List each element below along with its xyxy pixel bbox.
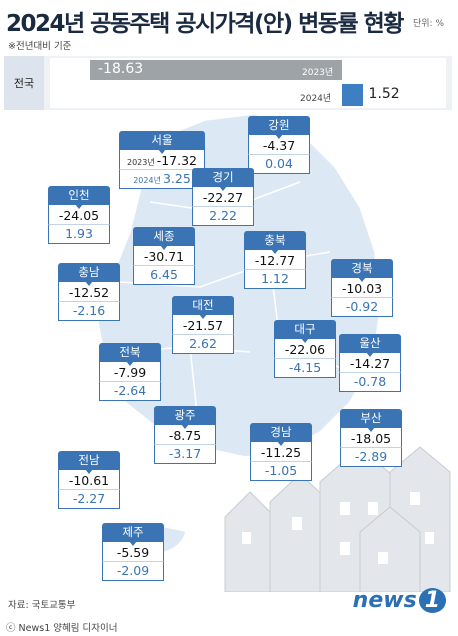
region-card-jeonbuk: 전북 -7.99 -2.64 (99, 343, 161, 401)
region-name: 전북 (99, 343, 161, 366)
value-2023: -14.27 (339, 352, 401, 372)
region-card-jeonnam: 전남 -10.61 -2.27 (58, 451, 120, 509)
value-2024: -4.15 (274, 358, 336, 378)
value-2024: 6.45 (133, 265, 195, 285)
value-2023: -8.75 (154, 424, 216, 444)
value-2024: -2.27 (58, 489, 120, 509)
region-card-chungnam: 충남 -12.52 -2.16 (58, 263, 120, 321)
year-2024-label: 2024년 (133, 176, 161, 185)
region-card-busan: 부산 -18.05 -2.89 (340, 409, 402, 467)
region-card-jeju: 제주 -5.59 -2.09 (102, 523, 164, 581)
region-name: 충남 (58, 263, 120, 286)
value-2024: -0.92 (331, 297, 393, 317)
logo-word: news (352, 588, 417, 613)
region-name: 세종 (133, 227, 195, 250)
bar-2024-year: 2024년 (300, 94, 332, 104)
bar-2023 (90, 60, 342, 80)
value-2023: -7.99 (99, 361, 161, 381)
value-2024: -2.89 (340, 447, 402, 467)
region-name: 인천 (48, 186, 110, 209)
value-2024: -1.05 (250, 461, 312, 481)
nationwide-plot: -18.63 2023년 1.52 2024년 (50, 58, 446, 108)
value-2024: 2.62 (172, 334, 234, 354)
region-name: 충북 (244, 231, 306, 254)
region-card-incheon: 인천 -24.05 1.93 (48, 186, 110, 244)
value-2023: 2023년 -17.32 (119, 149, 205, 169)
news1-logo: news 1 (353, 588, 446, 613)
region-card-gwangju: 광주 -8.75 -3.17 (154, 406, 216, 464)
chart-title: 2024년 공동주택 공시가격(안) 변동률 현황 (6, 11, 404, 37)
region-card-sejong: 세종 -30.71 6.45 (133, 227, 195, 285)
value-2024: 1.12 (244, 269, 306, 289)
region-card-gyeongbuk: 경북 -10.03 -0.92 (331, 259, 393, 317)
region-name: 서울 (119, 131, 205, 154)
nationwide-label: 전국 (4, 56, 44, 110)
value-2024: -2.16 (58, 301, 120, 321)
value-2024: -3.17 (154, 444, 216, 464)
value-2023: -12.77 (244, 249, 306, 269)
value-2024: -2.09 (102, 561, 164, 581)
value-2023: -18.05 (340, 427, 402, 447)
unit-label: 단위: % (412, 19, 444, 29)
value-2024-text: 3.25 (162, 171, 191, 186)
region-name: 부산 (340, 409, 402, 432)
region-name: 전남 (58, 451, 120, 474)
region-card-chungbuk: 충북 -12.77 1.12 (244, 231, 306, 289)
region-name: 광주 (154, 406, 216, 429)
house-windows (242, 492, 434, 564)
value-2023: -12.52 (58, 281, 120, 301)
bar-2023-year: 2023년 (302, 68, 334, 78)
region-name: 대구 (274, 320, 336, 343)
region-card-gangwon: 강원 -4.37 0.04 (248, 116, 310, 174)
region-card-daejeon: 대전 -21.57 2.62 (172, 296, 234, 354)
source-text: 자료: 국토교통부 (8, 600, 76, 611)
region-card-gyeonggi: 경기 -22.27 2.22 (192, 168, 254, 226)
bar-2024 (342, 84, 363, 106)
region-name: 경북 (331, 259, 393, 282)
value-2024: 2.22 (192, 206, 254, 226)
bar-2024-value: 1.52 (368, 86, 400, 102)
region-name: 경남 (250, 423, 312, 446)
value-2024: -2.64 (99, 381, 161, 401)
logo-number: 1 (418, 588, 446, 613)
bar-2023-value: -18.63 (98, 61, 144, 77)
value-2024: -0.78 (339, 372, 401, 392)
basis-note: ※전년대비 기준 (8, 41, 72, 52)
region-name: 강원 (248, 116, 310, 139)
region-name: 제주 (102, 523, 164, 546)
region-name: 대전 (172, 296, 234, 319)
value-2023: -4.37 (248, 134, 310, 154)
region-name: 경기 (192, 168, 254, 191)
year-2023-label: 2023년 (126, 158, 155, 167)
value-2024: 0.04 (248, 154, 310, 174)
region-card-gyeongnam: 경남 -11.25 -1.05 (250, 423, 312, 481)
credit-text: ⓒ News1 양혜림 디자이너 (6, 623, 118, 634)
value-2024: 1.93 (48, 224, 110, 244)
region-card-daegu: 대구 -22.06 -4.15 (274, 320, 336, 378)
region-card-ulsan: 울산 -14.27 -0.78 (339, 334, 401, 392)
region-name: 울산 (339, 334, 401, 357)
value-2023-text: -17.32 (156, 153, 198, 168)
